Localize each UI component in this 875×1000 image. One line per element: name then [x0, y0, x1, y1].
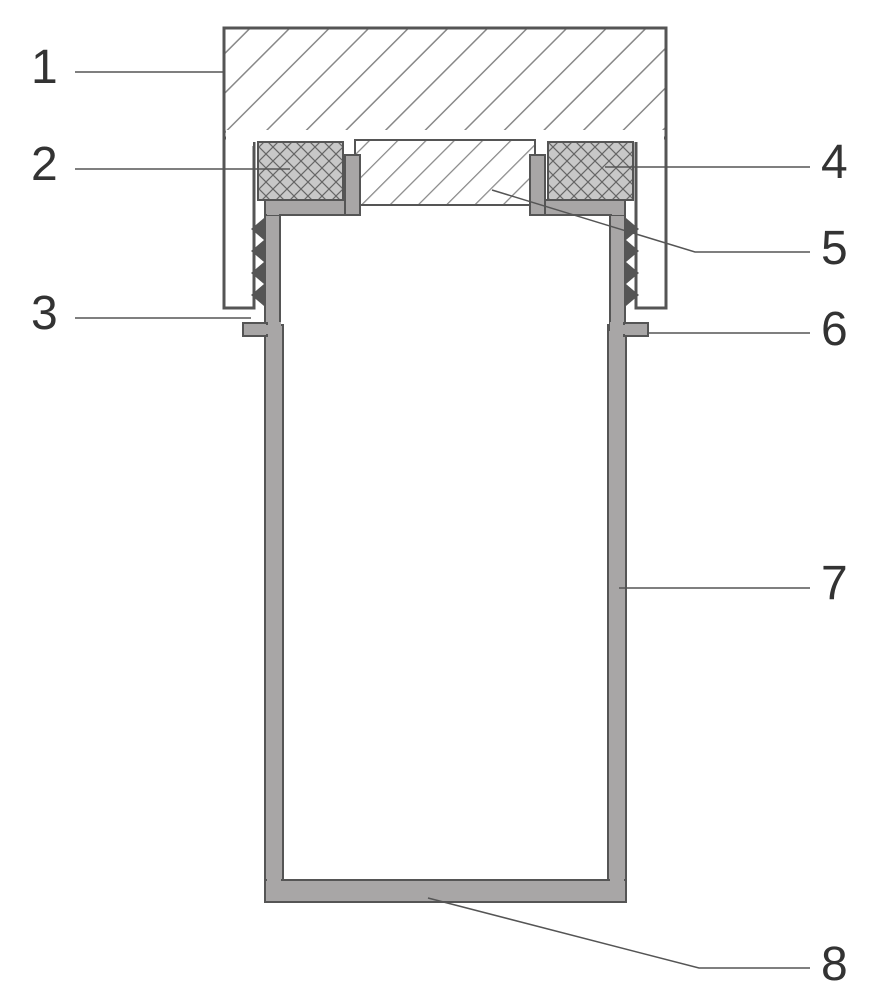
label-8-text: 8 — [821, 938, 848, 991]
label-5: 5 — [821, 221, 848, 276]
label-1-text: 1 — [31, 41, 58, 94]
cap-top — [224, 28, 666, 138]
label-7: 7 — [821, 556, 848, 611]
label-7-text: 7 — [821, 557, 848, 610]
label-5-text: 5 — [821, 222, 848, 275]
collar — [243, 323, 648, 336]
inner-seal-left — [258, 142, 343, 200]
diagram-canvas: 1 2 3 4 5 6 7 8 — [0, 0, 875, 1000]
label-1: 1 — [31, 40, 58, 95]
bottle-body — [265, 325, 626, 902]
label-2: 2 — [31, 137, 58, 192]
leader-lines — [75, 72, 810, 968]
label-2-text: 2 — [31, 138, 58, 191]
label-4: 4 — [821, 135, 848, 190]
label-4-text: 4 — [821, 136, 848, 189]
label-3-text: 3 — [31, 287, 58, 340]
label-6-text: 6 — [821, 303, 848, 356]
diagram-svg — [0, 0, 875, 1000]
label-8: 8 — [821, 937, 848, 992]
label-3: 3 — [31, 286, 58, 341]
label-6: 6 — [821, 302, 848, 357]
inner-seal-right — [548, 142, 633, 200]
